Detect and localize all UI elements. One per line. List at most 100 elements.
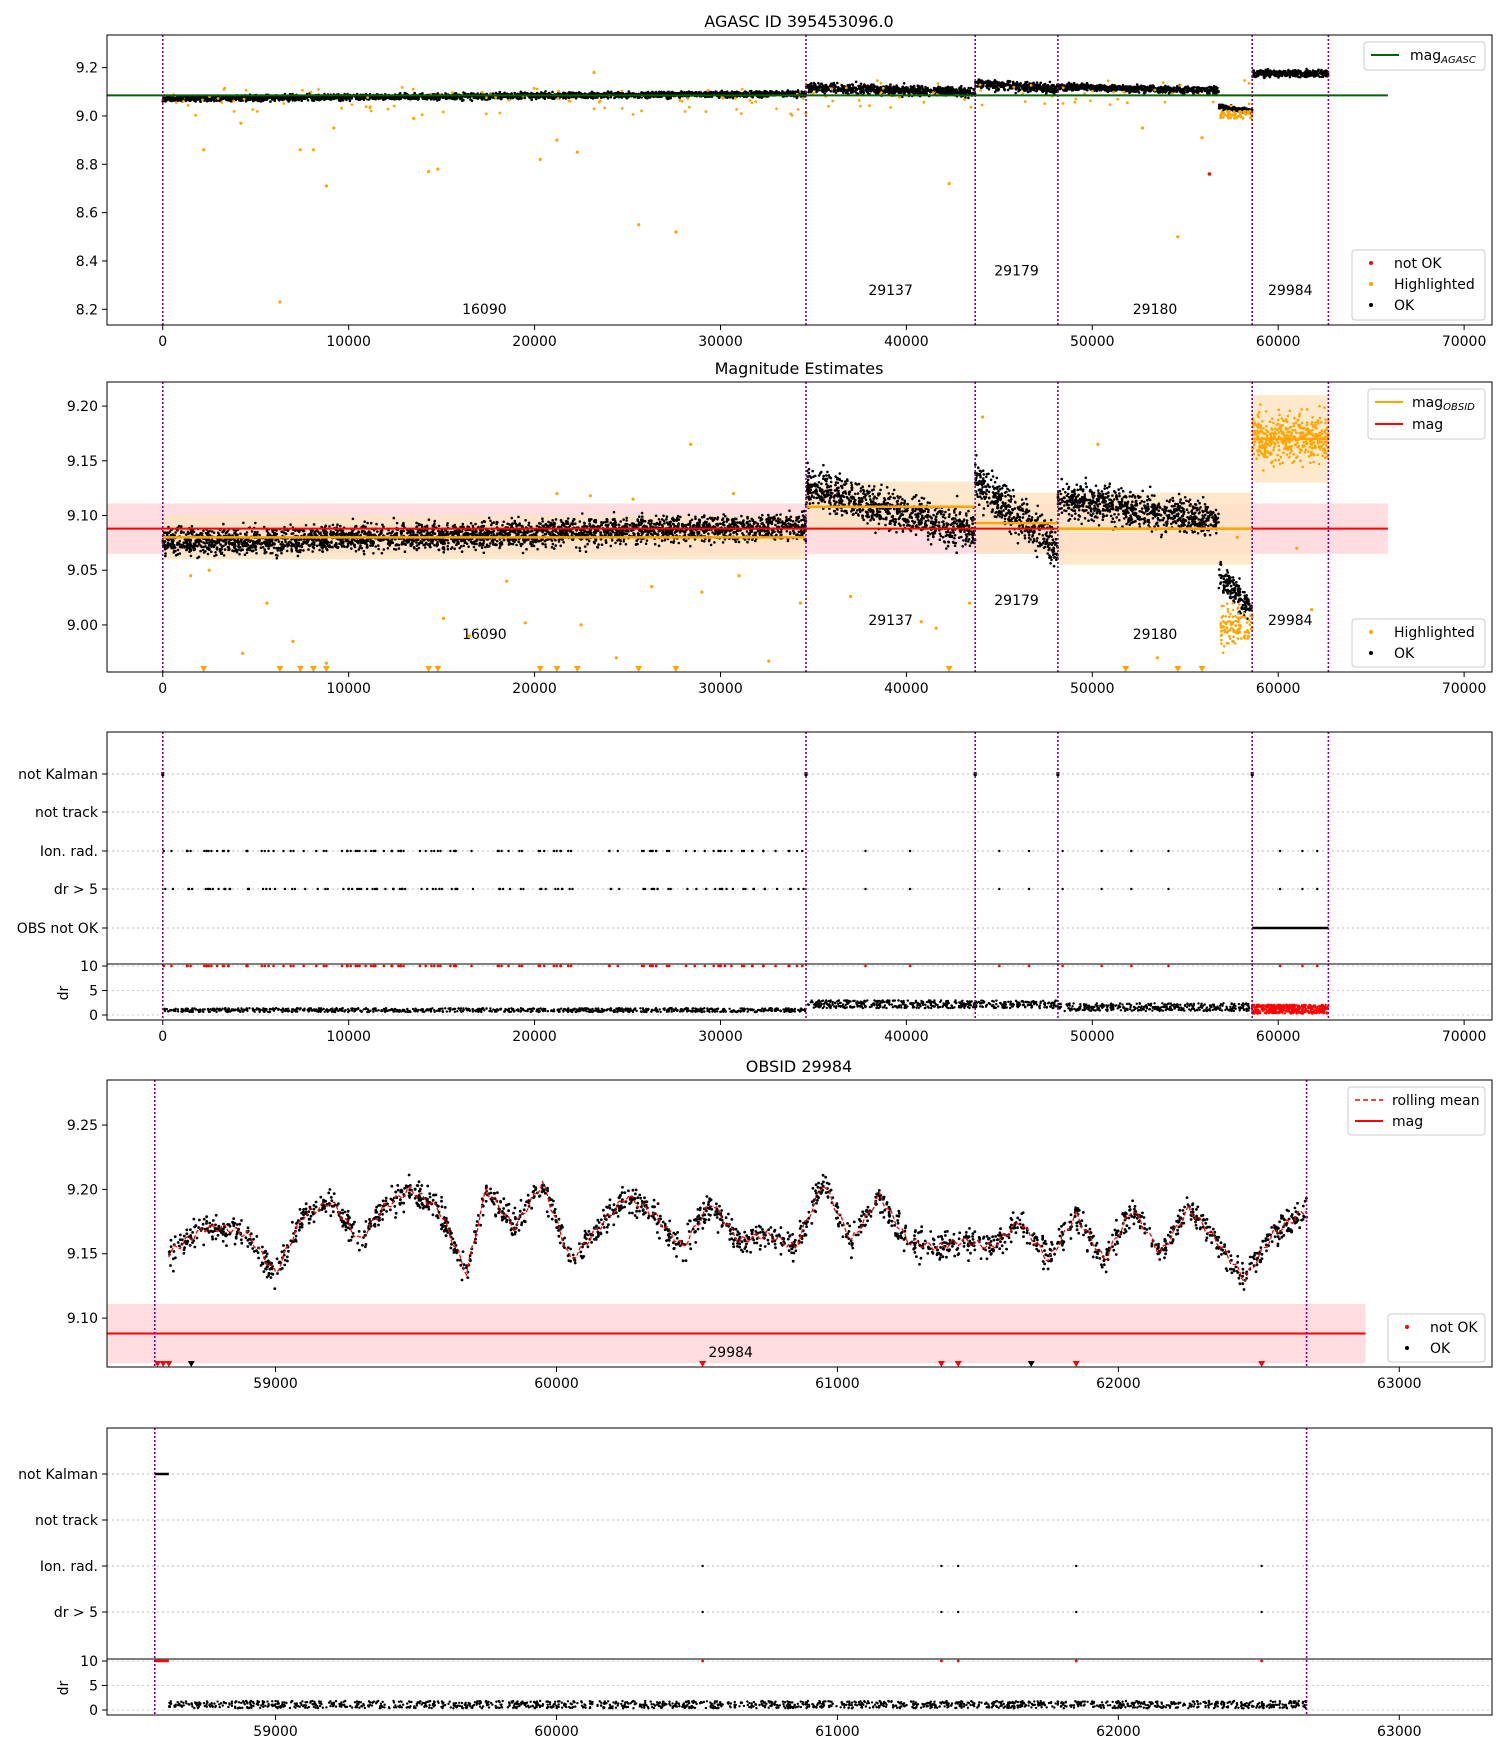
ok-point [1135, 85, 1138, 89]
ok-point [964, 89, 967, 93]
ok-point [809, 86, 813, 89]
ok-point [832, 81, 836, 85]
ok-point [836, 81, 839, 85]
ok-point [872, 85, 875, 89]
ok-point [498, 90, 502, 94]
ok-point [1037, 85, 1040, 88]
ok-point [1098, 88, 1101, 92]
ok-point [1140, 84, 1143, 88]
ok-point [725, 90, 729, 93]
ok-point [1006, 82, 1009, 86]
ok-point [854, 86, 858, 90]
ok-point [857, 84, 860, 88]
ok-point [694, 90, 697, 94]
ok-point [760, 91, 763, 94]
ok-point [842, 85, 845, 89]
ok-point [991, 82, 994, 85]
ok-point [637, 96, 641, 99]
ok-point [872, 83, 875, 86]
ok-point [396, 96, 399, 99]
ok-point [985, 86, 989, 89]
ok-point [1190, 88, 1194, 91]
ok-point [940, 87, 944, 91]
ok-point [1157, 86, 1161, 90]
ok-point [803, 91, 806, 95]
ok-point [1049, 86, 1053, 90]
ok-point [1011, 80, 1015, 84]
ok-point [336, 96, 340, 100]
ok-point [969, 86, 973, 90]
ok-point [510, 92, 513, 95]
ok-point [717, 96, 721, 99]
ok-point [987, 87, 991, 91]
ok-point [870, 83, 873, 86]
ok-point [227, 97, 230, 101]
ok-point [753, 91, 756, 95]
ok-point [1197, 88, 1201, 92]
ok-point [1021, 85, 1025, 89]
ok-point [199, 100, 202, 104]
ok-point [1184, 87, 1187, 91]
ok-point [1243, 107, 1246, 110]
ok-point [820, 82, 823, 86]
ok-point [556, 92, 560, 95]
ok-point [244, 99, 248, 103]
ok-point [252, 96, 256, 100]
ok-point [840, 83, 843, 87]
ok-point [850, 88, 854, 92]
ok-point [806, 84, 810, 87]
ok-point [1130, 88, 1134, 92]
ok-point [848, 86, 852, 90]
ok-point [848, 89, 852, 92]
ok-point [913, 88, 916, 91]
ok-point [902, 82, 906, 85]
ok-point [354, 95, 358, 99]
ok-point [854, 88, 858, 92]
ok-point [1088, 86, 1091, 90]
ok-point [1016, 83, 1019, 87]
ok-point [967, 86, 970, 90]
ok-point [262, 98, 265, 102]
ok-point [763, 89, 766, 93]
ok-point [1132, 85, 1135, 89]
ok-point [168, 96, 171, 99]
ok-point [815, 85, 819, 89]
ok-point [892, 87, 895, 90]
ok-point [257, 99, 260, 103]
ok-point [606, 90, 610, 93]
ok-point [530, 98, 533, 102]
ok-point [1045, 88, 1049, 92]
ok-point [926, 86, 929, 90]
ok-point [876, 85, 879, 89]
ok-point [828, 84, 832, 88]
ok-point [316, 98, 319, 102]
ok-point [1197, 86, 1201, 89]
ok-point [254, 96, 258, 100]
ok-point [444, 97, 448, 101]
ok-point [838, 89, 841, 92]
ok-point [953, 90, 956, 94]
ok-point [303, 97, 307, 101]
ok-point [855, 91, 858, 95]
ok-point [945, 89, 949, 93]
ok-point [726, 96, 729, 99]
ok-point [907, 89, 911, 92]
ok-point [859, 82, 863, 86]
ok-point [1066, 85, 1069, 88]
ok-point [238, 99, 241, 102]
ok-point [462, 91, 465, 94]
ok-point [181, 95, 185, 99]
ok-point [769, 89, 772, 93]
ok-point [1050, 83, 1054, 87]
ok-point [929, 88, 932, 92]
ok-point [834, 85, 838, 89]
ok-point [570, 95, 573, 99]
ok-point [832, 90, 835, 93]
ok-point [571, 91, 574, 95]
ok-point [1013, 83, 1016, 86]
ok-point [1094, 85, 1098, 88]
ok-point [620, 91, 623, 95]
ok-point [786, 91, 789, 94]
ok-point [947, 92, 950, 95]
ok-point [760, 96, 764, 100]
